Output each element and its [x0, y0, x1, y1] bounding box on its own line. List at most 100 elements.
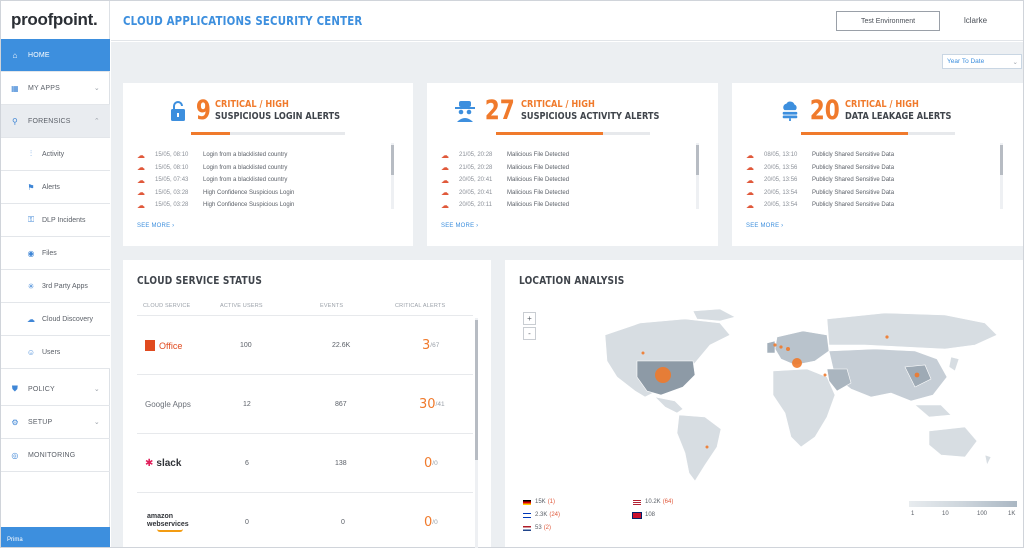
- nav-files[interactable]: ◉ Files: [1, 237, 110, 270]
- alert-row[interactable]: ☁ 15/05, 03:28 High Confidence Suspicious …: [137, 187, 294, 200]
- lock-icon: [168, 99, 188, 123]
- alert-row[interactable]: ☁ 20/05, 20:11 Malicious File Detected: [441, 199, 569, 212]
- cloud-status-title: CLOUD SERVICE STATUS: [137, 274, 263, 287]
- table-row[interactable]: ✱ slack 6 138 0 /0: [137, 433, 473, 492]
- alert-count: 20: [809, 95, 840, 126]
- col-events[interactable]: EVENTS: [320, 303, 344, 309]
- bubble-middle-east[interactable]: [823, 373, 827, 377]
- alert-row[interactable]: ☁ 15/05, 03:28 High Confidence Suspicious …: [137, 199, 294, 212]
- region-europe[interactable]: [774, 330, 830, 366]
- alert-row[interactable]: ☁ 21/05, 20:28 Malicious File Detected: [441, 149, 569, 162]
- region-africa[interactable]: [772, 368, 836, 448]
- user-menu[interactable]: lclarke: [964, 16, 988, 25]
- region-russia[interactable]: [826, 312, 998, 350]
- nav-forensics[interactable]: ⚲ FORENSICS ⌃: [1, 105, 110, 138]
- region-indonesia[interactable]: [914, 404, 952, 418]
- test-environment-button[interactable]: Test Environment: [836, 11, 940, 31]
- alert-row[interactable]: ☁ 20/05, 13:56 Publicly Shared Sensitive D…: [746, 174, 894, 187]
- col-cloud-service[interactable]: CLOUD SERVICE: [143, 303, 191, 309]
- col-critical-alerts[interactable]: CRITICAL ALERTS: [395, 303, 446, 309]
- nav-activity[interactable]: ⫶ Activity: [1, 138, 110, 171]
- critical-total: /67: [430, 342, 440, 349]
- bubble-uk[interactable]: [773, 343, 777, 347]
- bubble-canada[interactable]: [641, 351, 645, 355]
- nav-dlp-incidents[interactable]: ⚿ DLP Incidents: [1, 204, 110, 237]
- scrollbar-thumb[interactable]: [696, 145, 699, 175]
- bubble-usa[interactable]: [655, 367, 671, 383]
- cloud-status-scrollbar[interactable]: [475, 318, 478, 548]
- critical-count: 0: [424, 515, 433, 530]
- alert-list-scrollbar[interactable]: [391, 143, 394, 209]
- region-australia[interactable]: [928, 426, 978, 458]
- alert-row[interactable]: ☁ 08/05, 13:10 Publicly Shared Sensitive D…: [746, 149, 894, 162]
- col-active-users[interactable]: ACTIVE USERS: [220, 303, 263, 309]
- region-central-america[interactable]: [654, 396, 684, 414]
- region-asia[interactable]: [828, 348, 948, 402]
- region-south-america[interactable]: [676, 414, 722, 482]
- see-more-link[interactable]: SEE MORE ›: [441, 223, 479, 229]
- table-row[interactable]: Google Apps 12 867 30 /41: [137, 374, 473, 433]
- alert-row[interactable]: ☁ 15/05, 07:43 Login from a blacklisted co…: [137, 174, 294, 187]
- critical-alerts[interactable]: 30 /41: [419, 375, 445, 434]
- alert-row[interactable]: ☁ 15/05, 08:10 Login from a blacklisted co…: [137, 162, 294, 175]
- alert-time: 20/05, 13:54: [764, 202, 798, 209]
- alert-cloud-icon: ☁: [746, 188, 754, 198]
- nav-setup-label: SETUP: [28, 418, 53, 426]
- nav-my-apps[interactable]: ▦ MY APPS ⌄: [1, 72, 110, 105]
- bubble-israel[interactable]: [792, 358, 802, 368]
- critical-alerts[interactable]: 0 /0: [424, 434, 438, 493]
- chevron-up-icon: ⌃: [93, 118, 100, 125]
- alert-time: 15/05, 07:43: [155, 177, 189, 184]
- alert-row[interactable]: ☁ 20/05, 20:41 Malicious File Detected: [441, 187, 569, 200]
- scrollbar-thumb[interactable]: [475, 320, 478, 460]
- region-uk[interactable]: [766, 340, 776, 354]
- alert-row[interactable]: ☁ 20/05, 13:54 Publicly Shared Sensitive D…: [746, 199, 894, 212]
- slack-icon: ✱: [145, 458, 154, 469]
- nav-forensics-label: FORENSICS: [28, 117, 71, 125]
- world-map[interactable]: [545, 305, 1015, 495]
- bubble-germany[interactable]: [786, 347, 790, 351]
- legend-value: 10.2K: [645, 499, 661, 505]
- scrollbar-thumb[interactable]: [1000, 145, 1003, 175]
- nav-setup[interactable]: ⚙ SETUP ⌄: [1, 406, 110, 439]
- nav-3rd-party-apps[interactable]: ✳ 3rd Party Apps: [1, 270, 110, 303]
- region-new-zealand[interactable]: [984, 454, 992, 466]
- alert-row[interactable]: ☁ 20/05, 20:41 Malicious File Detected: [441, 174, 569, 187]
- alert-row[interactable]: ☁ 20/05, 13:56 Publicly Shared Sensitive D…: [746, 162, 894, 175]
- nav-home[interactable]: ⌂ HOME: [1, 39, 110, 72]
- table-row[interactable]: amazon webservices 0 0 0 /0: [137, 492, 473, 547]
- alert-cloud-icon: ☁: [137, 163, 145, 173]
- region-middle-east[interactable]: [826, 368, 852, 392]
- service-amazon: amazon webservices: [147, 493, 192, 548]
- bubble-netherlands[interactable]: [779, 345, 783, 349]
- region-greenland[interactable]: [692, 308, 736, 322]
- table-row[interactable]: Office 100 22.6K 3 /67: [137, 315, 473, 374]
- bubble-china[interactable]: [914, 372, 920, 378]
- scrollbar-thumb[interactable]: [391, 145, 394, 175]
- nav-cloud-discovery[interactable]: ☁ Cloud Discovery: [1, 303, 110, 336]
- zoom-out-button[interactable]: -: [523, 327, 536, 340]
- sidebar-footer[interactable]: Prima: [1, 527, 110, 547]
- zoom-in-button[interactable]: +: [523, 312, 536, 325]
- critical-alerts[interactable]: 0 /0: [424, 493, 438, 548]
- see-more-link[interactable]: SEE MORE ›: [137, 223, 175, 229]
- brand-logo[interactable]: proofpoint.: [11, 10, 98, 29]
- date-range-select[interactable]: Year To Date ⌄: [942, 54, 1022, 69]
- alert-cloud-icon: ☁: [137, 200, 145, 210]
- alert-list-scrollbar[interactable]: [1000, 143, 1003, 209]
- critical-count: 30: [419, 397, 436, 412]
- critical-alerts[interactable]: 3 /67: [422, 316, 439, 375]
- alert-progress-fill: [495, 132, 604, 135]
- nav-alerts[interactable]: ⚑ Alerts: [1, 171, 110, 204]
- alert-row[interactable]: ☁ 21/05, 20:28 Malicious File Detected: [441, 162, 569, 175]
- nav-users[interactable]: ☺ Users: [1, 336, 110, 369]
- see-more-link[interactable]: SEE MORE ›: [746, 223, 784, 229]
- bubble-brazil[interactable]: [705, 445, 709, 449]
- region-japan[interactable]: [948, 356, 960, 372]
- alert-list-scrollbar[interactable]: [696, 143, 699, 209]
- alert-row[interactable]: ☁ 20/05, 13:54 Publicly Shared Sensitive D…: [746, 187, 894, 200]
- bubble-russia[interactable]: [885, 335, 889, 339]
- nav-policy[interactable]: ⛊ POLICY ⌄: [1, 373, 110, 406]
- nav-monitoring[interactable]: ◎ MONITORING: [1, 439, 110, 472]
- alert-row[interactable]: ☁ 15/05, 08:10 Login from a blacklisted co…: [137, 149, 294, 162]
